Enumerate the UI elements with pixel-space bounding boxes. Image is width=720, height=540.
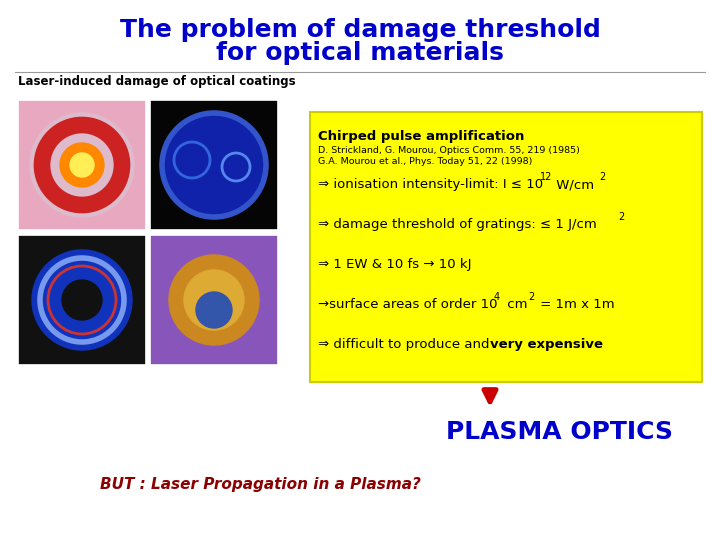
Text: 2: 2: [618, 212, 624, 222]
Text: ⇒ 1 EW & 10 fs → 10 kJ: ⇒ 1 EW & 10 fs → 10 kJ: [318, 258, 472, 271]
Circle shape: [32, 250, 132, 350]
Text: for optical materials: for optical materials: [216, 41, 504, 65]
Text: G.A. Mourou et al., Phys. Today 51, 22 (1998): G.A. Mourou et al., Phys. Today 51, 22 (…: [318, 157, 532, 166]
Circle shape: [169, 255, 259, 345]
Bar: [18, 100, 146, 230]
Bar: [150, 235, 278, 365]
Text: very expensive: very expensive: [490, 338, 603, 351]
Text: ⇒ ionisation intensity-limit: I ≤ 10: ⇒ ionisation intensity-limit: I ≤ 10: [318, 178, 543, 191]
Text: 12: 12: [540, 172, 552, 182]
Text: Chirped pulse amplification: Chirped pulse amplification: [318, 130, 524, 143]
Circle shape: [60, 143, 104, 187]
Bar: [150, 100, 278, 230]
Text: BUT : Laser Propagation in a Plasma?: BUT : Laser Propagation in a Plasma?: [100, 477, 421, 492]
Text: Laser-induced damage of optical coatings: Laser-induced damage of optical coatings: [18, 76, 296, 89]
Text: 2: 2: [528, 292, 534, 302]
Circle shape: [196, 292, 232, 328]
Circle shape: [184, 270, 244, 330]
Circle shape: [62, 280, 102, 320]
Bar: [18, 235, 146, 365]
Text: D. Strickland, G. Mourou, Optics Comm. 55, 219 (1985): D. Strickland, G. Mourou, Optics Comm. 5…: [318, 146, 580, 155]
Text: ⇒ difficult to produce and: ⇒ difficult to produce and: [318, 338, 494, 351]
Text: →surface areas of order 10: →surface areas of order 10: [318, 298, 498, 311]
Text: 2: 2: [599, 172, 606, 182]
Circle shape: [70, 153, 94, 177]
Text: 4: 4: [494, 292, 500, 302]
Text: = 1m x 1m: = 1m x 1m: [536, 298, 615, 311]
Text: cm: cm: [503, 298, 528, 311]
Text: ⇒ damage threshold of gratings: ≤ 1 J/cm: ⇒ damage threshold of gratings: ≤ 1 J/cm: [318, 218, 597, 231]
Bar: [150, 235, 278, 365]
Text: W/cm: W/cm: [552, 178, 594, 191]
Bar: [310, 112, 702, 382]
Circle shape: [162, 113, 266, 217]
Circle shape: [30, 113, 134, 217]
Text: The problem of damage threshold: The problem of damage threshold: [120, 18, 600, 42]
Text: PLASMA OPTICS: PLASMA OPTICS: [446, 420, 673, 444]
